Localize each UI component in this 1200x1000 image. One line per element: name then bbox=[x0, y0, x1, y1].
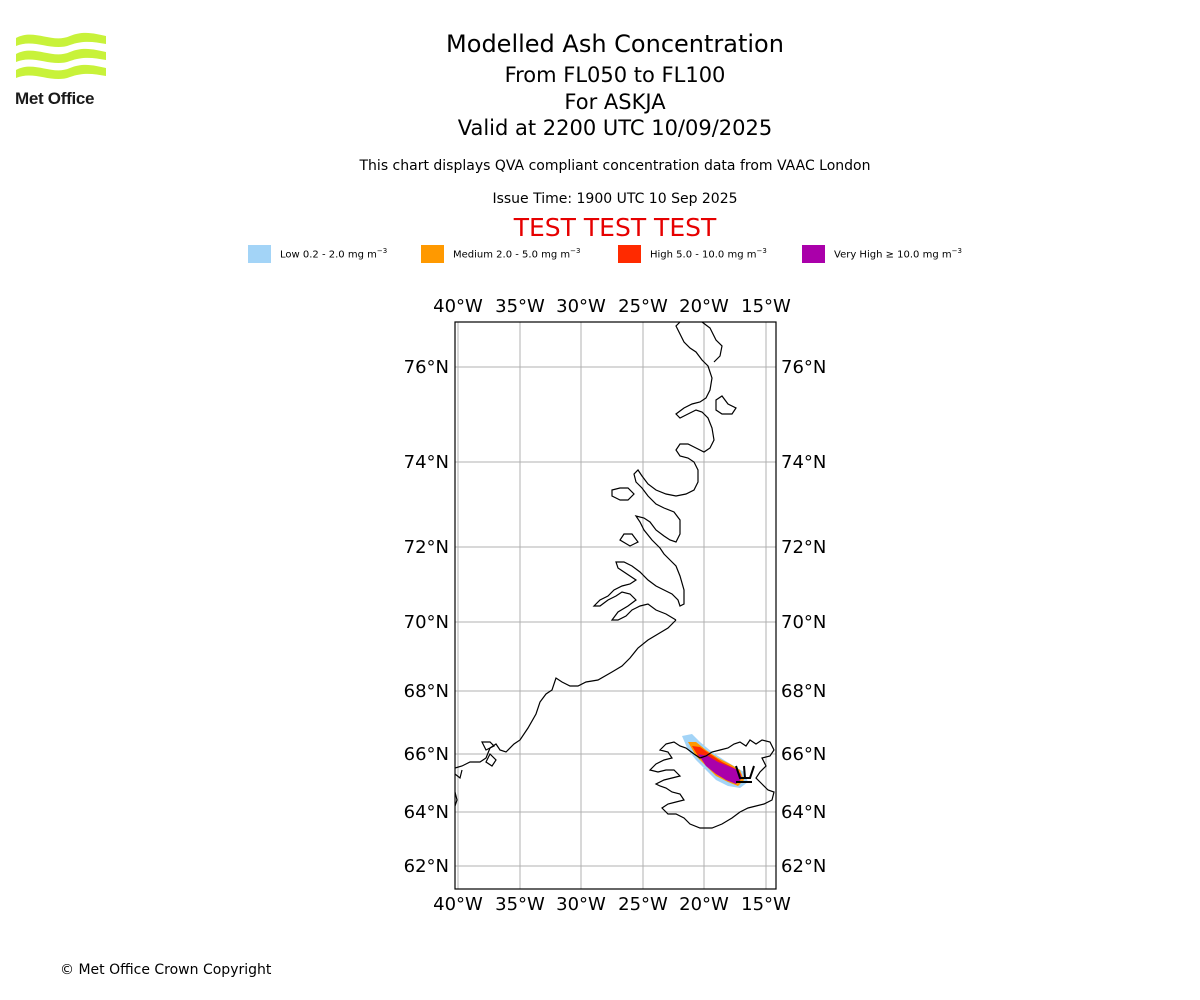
lon-label-top: 40°W bbox=[433, 296, 483, 317]
legend-label-low: Low 0.2 - 2.0 mg m bbox=[280, 249, 377, 261]
valid-time: Valid at 2200 UTC 10/09/2025 bbox=[457, 116, 773, 140]
ash-plume bbox=[682, 734, 748, 788]
legend-swatch-low bbox=[248, 245, 271, 263]
lat-label-right: 70°N bbox=[781, 612, 826, 633]
lon-label-bottom: 15°W bbox=[741, 894, 791, 915]
coastline bbox=[454, 321, 775, 829]
lon-label-top: 35°W bbox=[495, 296, 545, 317]
test-banner: TEST TEST TEST bbox=[513, 213, 717, 242]
legend-item-high: High 5.0 - 10.0 mg m−3 bbox=[618, 244, 767, 264]
legend-swatch-medium bbox=[421, 245, 444, 263]
legend-swatch-high bbox=[618, 245, 641, 263]
lat-label-left: 68°N bbox=[404, 681, 449, 702]
lon-label-bottom: 30°W bbox=[556, 894, 606, 915]
lat-label-right: 68°N bbox=[781, 681, 826, 702]
lon-label-bottom: 35°W bbox=[495, 894, 545, 915]
legend-swatch-very-high bbox=[802, 245, 825, 263]
scoresby-sund-coastline bbox=[592, 321, 715, 621]
left-latitude-labels: 76°N 74°N 72°N 70°N 68°N 66°N 64°N 62°N bbox=[404, 357, 449, 877]
lon-label-top: 30°W bbox=[556, 296, 606, 317]
lat-label-left: 74°N bbox=[404, 452, 449, 473]
lon-label-top: 25°W bbox=[618, 296, 668, 317]
flight-level-range: From FL050 to FL100 bbox=[504, 63, 726, 87]
met-office-logo: Met Office bbox=[14, 30, 108, 112]
volcano-name: For ASKJA bbox=[564, 90, 666, 114]
right-latitude-labels: 76°N 74°N 72°N 70°N 68°N 66°N 64°N 62°N bbox=[781, 357, 826, 877]
lat-label-left: 62°N bbox=[404, 856, 449, 877]
ash-zone-very-high bbox=[698, 754, 742, 784]
legend-item-low: Low 0.2 - 2.0 mg m−3 bbox=[248, 244, 387, 264]
lon-label-bottom: 20°W bbox=[679, 894, 729, 915]
map-gridlines bbox=[455, 322, 776, 889]
logo-text: Met Office bbox=[15, 89, 95, 108]
lat-label-right: 62°N bbox=[781, 856, 826, 877]
lat-label-right: 74°N bbox=[781, 452, 826, 473]
lon-label-bottom: 40°W bbox=[433, 894, 483, 915]
lon-label-top: 15°W bbox=[741, 296, 791, 317]
iceland-coastline bbox=[648, 739, 775, 829]
legend-label-high: High 5.0 - 10.0 mg m bbox=[650, 249, 757, 261]
lat-label-right: 66°N bbox=[781, 744, 826, 765]
lat-label-right: 76°N bbox=[781, 357, 826, 378]
legend-item-very-high: Very High ≥ 10.0 mg m−3 bbox=[802, 244, 962, 264]
chart-title: Modelled Ash Concentration bbox=[446, 30, 784, 58]
lon-label-bottom: 25°W bbox=[618, 894, 668, 915]
bottom-longitude-labels: 40°W 35°W 30°W 25°W 20°W 15°W bbox=[433, 894, 791, 915]
map-frame bbox=[454, 321, 777, 890]
logo-waves-icon bbox=[16, 32, 106, 80]
lon-label-top: 20°W bbox=[679, 296, 729, 317]
qva-disclaimer: This chart displays QVA compliant concen… bbox=[359, 158, 871, 174]
lat-label-left: 66°N bbox=[404, 744, 449, 765]
lat-label-left: 70°N bbox=[404, 612, 449, 633]
copyright-notice: © Met Office Crown Copyright bbox=[60, 962, 272, 978]
legend-label-very-high: Very High ≥ 10.0 mg m bbox=[834, 249, 952, 261]
volcano-symbol-icon bbox=[735, 765, 755, 783]
top-longitude-labels: 40°W 35°W 30°W 25°W 20°W 15°W bbox=[433, 296, 791, 317]
lat-label-left: 64°N bbox=[404, 802, 449, 823]
lat-label-right: 72°N bbox=[781, 537, 826, 558]
issue-time: Issue Time: 1900 UTC 10 Sep 2025 bbox=[492, 191, 738, 207]
legend-item-medium: Medium 2.0 - 5.0 mg m−3 bbox=[421, 244, 580, 264]
lat-label-left: 76°N bbox=[404, 357, 449, 378]
lat-label-right: 64°N bbox=[781, 802, 826, 823]
lat-label-left: 72°N bbox=[404, 537, 449, 558]
greenland-coastline bbox=[454, 619, 677, 769]
legend-label-medium: Medium 2.0 - 5.0 mg m bbox=[453, 249, 571, 261]
